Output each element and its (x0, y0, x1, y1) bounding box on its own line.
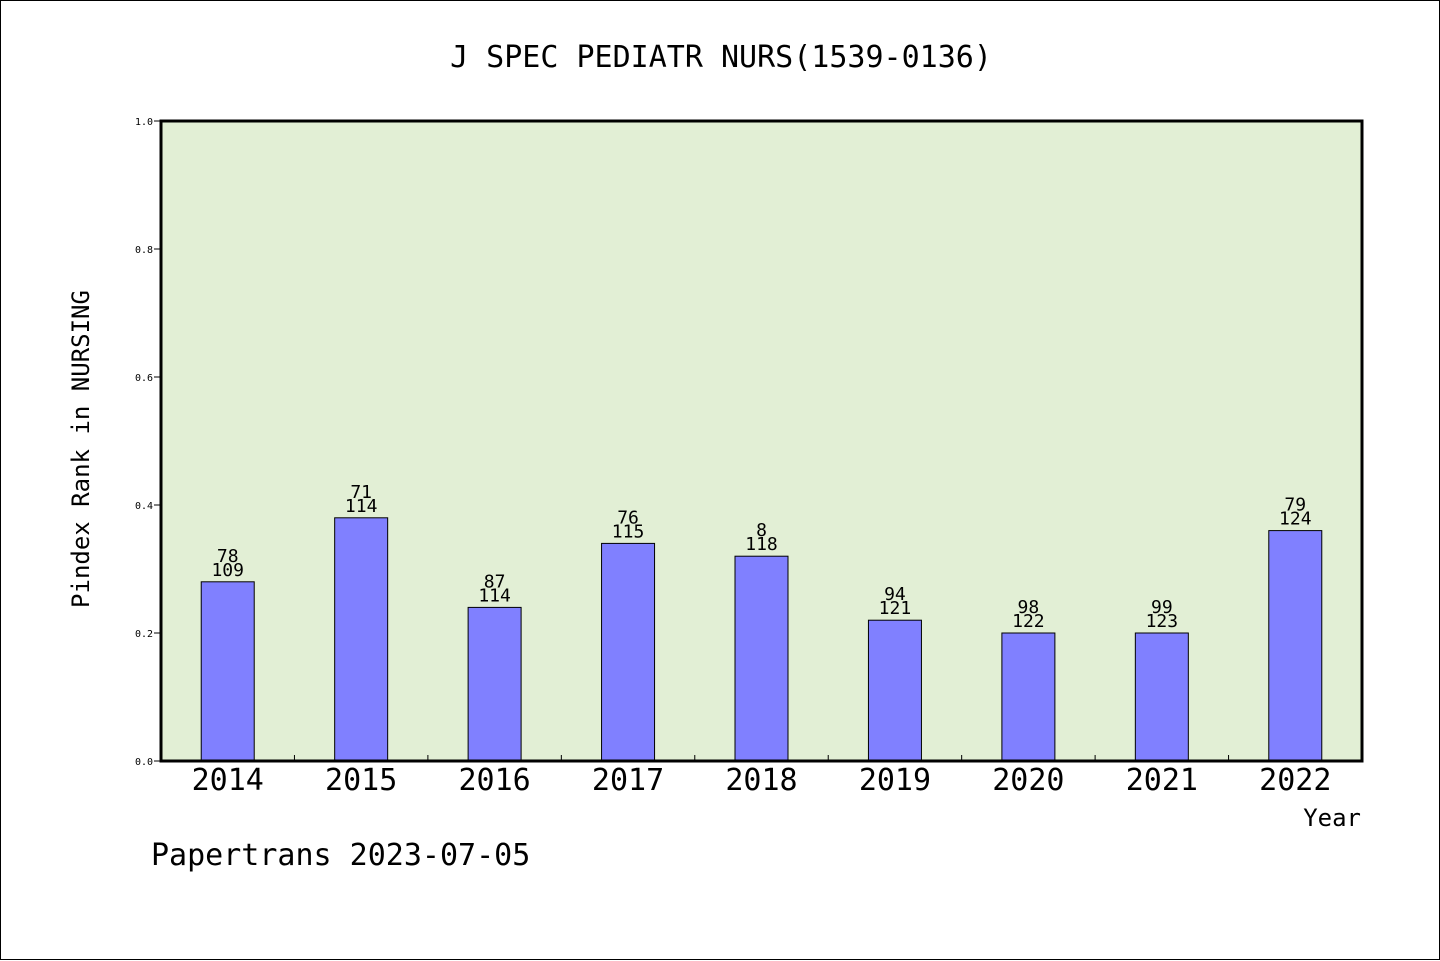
bar-label-bottom-2022: 124 (1279, 509, 1312, 530)
x-tick-label-2018: 2018 (725, 763, 797, 798)
bar-label-top-2014: 78 (217, 546, 239, 567)
bar-series (200, 517, 1323, 762)
bar-2019 (867, 619, 922, 762)
x-tick-label-2016: 2016 (458, 763, 530, 798)
bar-label-top-2019: 94 (884, 584, 906, 605)
x-axis-label: Year (1303, 804, 1361, 832)
bar-label-bottom-2014: 109 (211, 560, 244, 581)
x-tick-label-2022: 2022 (1259, 763, 1331, 798)
y-tick-label: 0.4 (135, 501, 153, 512)
bar-2022 (1268, 530, 1323, 762)
bar-label-bottom-2015: 114 (345, 496, 378, 517)
chart-title: J SPEC PEDIATR NURS(1539-0136) (450, 40, 992, 75)
x-tick-label-2019: 2019 (859, 763, 931, 798)
plot-frame (159, 119, 1364, 763)
bar-label-bottom-2018: 118 (745, 534, 778, 555)
y-tick-label: 0.8 (135, 245, 153, 256)
bar-2014 (200, 581, 255, 762)
y-tick-label: 0.2 (135, 629, 153, 640)
y-tick-label: 1.0 (135, 117, 153, 128)
bar-label-top-2020: 98 (1018, 597, 1040, 618)
bar-label-top-2017: 76 (617, 507, 639, 528)
bar-label-bottom-2017: 115 (612, 521, 645, 542)
x-tick-label-2020: 2020 (992, 763, 1064, 798)
bar-2020 (1001, 632, 1056, 762)
footer-date-label: Papertrans 2023-07-05 (151, 838, 530, 873)
y-axis-ticks: 0.0 0.2 0.4 0.6 0.8 1.0 (135, 117, 161, 768)
bar-label-top-2021: 99 (1151, 597, 1173, 618)
bar-2015 (334, 517, 389, 762)
bar-label-top-2018: 8 (756, 520, 767, 541)
bar-2018 (734, 555, 789, 762)
bar-label-bottom-2020: 122 (1012, 611, 1045, 632)
bar-2016 (467, 606, 522, 762)
x-tick-label-2021: 2021 (1126, 763, 1198, 798)
y-tick-label: 0.0 (135, 757, 153, 768)
bar-2017 (601, 542, 656, 762)
x-tick-label-2017: 2017 (592, 763, 664, 798)
x-tick-label-2014: 2014 (192, 763, 264, 798)
y-axis-label: Pindex Rank in NURSING (67, 290, 95, 608)
bar-label-top-2022: 79 (1284, 495, 1306, 516)
bar-2021 (1134, 632, 1189, 762)
bar-label-bottom-2016: 114 (478, 585, 511, 606)
bar-label-top-2016: 87 (484, 571, 506, 592)
bar-label-bottom-2021: 123 (1146, 611, 1179, 632)
y-tick-label: 0.6 (135, 373, 153, 384)
x-tick-label-2015: 2015 (325, 763, 397, 798)
x-axis-ticks: 2014 2015 2016 2017 2018 2019 2020 2021 2022 (192, 755, 1331, 798)
bar-label-top-2015: 71 (350, 482, 372, 503)
bar-label-bottom-2019: 121 (879, 598, 912, 619)
